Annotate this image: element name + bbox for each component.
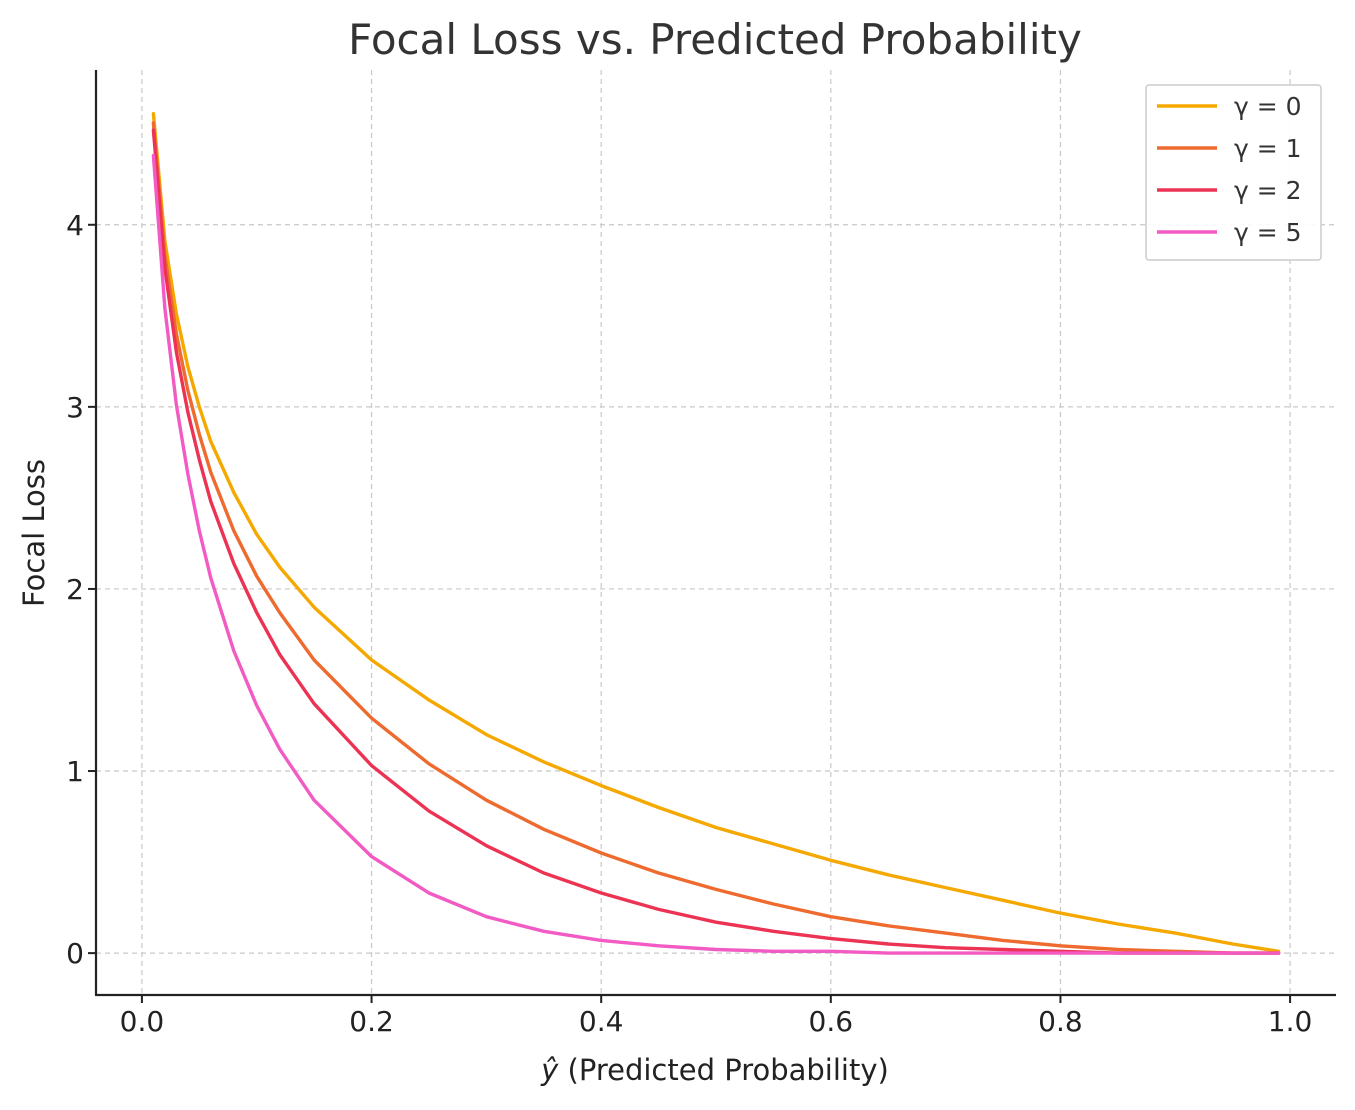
y-tick-label: 4 [66, 209, 84, 242]
series-line-2 [151, 128, 1281, 955]
legend-label-2: γ = 2 [1234, 176, 1302, 205]
ticks: 0.0 0.2 0.4 0.6 0.8 1.0 0 1 2 3 4 [66, 209, 1312, 1038]
legend: γ = 0 γ = 1 γ = 2 γ = 5 [1145, 84, 1322, 261]
x-tick-label: 1.0 [1268, 1005, 1313, 1038]
x-tick-label: 0.2 [349, 1005, 394, 1038]
legend-label-0: γ = 0 [1234, 92, 1302, 121]
y-tick-label: 1 [66, 755, 84, 788]
y-tick-label: 0 [66, 937, 84, 970]
y-tick-label: 3 [66, 391, 84, 424]
x-axis-label: ŷ (Predicted Probability) [540, 1053, 889, 1087]
x-tick-label: 0.8 [1038, 1005, 1083, 1038]
x-axis-label-math: ŷ [540, 1053, 559, 1087]
x-axis-label-text: (Predicted Probability) [558, 1053, 889, 1087]
legend-label-1: γ = 1 [1234, 134, 1302, 163]
y-tick-label: 2 [66, 573, 84, 606]
x-tick-label: 0.6 [809, 1005, 854, 1038]
legend-label-3: γ = 5 [1234, 218, 1302, 247]
x-tick-label: 0.0 [120, 1005, 165, 1038]
legend-box [1145, 84, 1322, 261]
y-axis-label: Focal Loss [17, 459, 51, 607]
chart-title: Focal Loss vs. Predicted Probability [348, 15, 1082, 64]
series-line-1 [151, 121, 1281, 955]
series-line-3 [151, 153, 1281, 955]
series-line-0 [151, 111, 1281, 953]
series [151, 111, 1281, 955]
x-tick-label: 0.4 [579, 1005, 624, 1038]
